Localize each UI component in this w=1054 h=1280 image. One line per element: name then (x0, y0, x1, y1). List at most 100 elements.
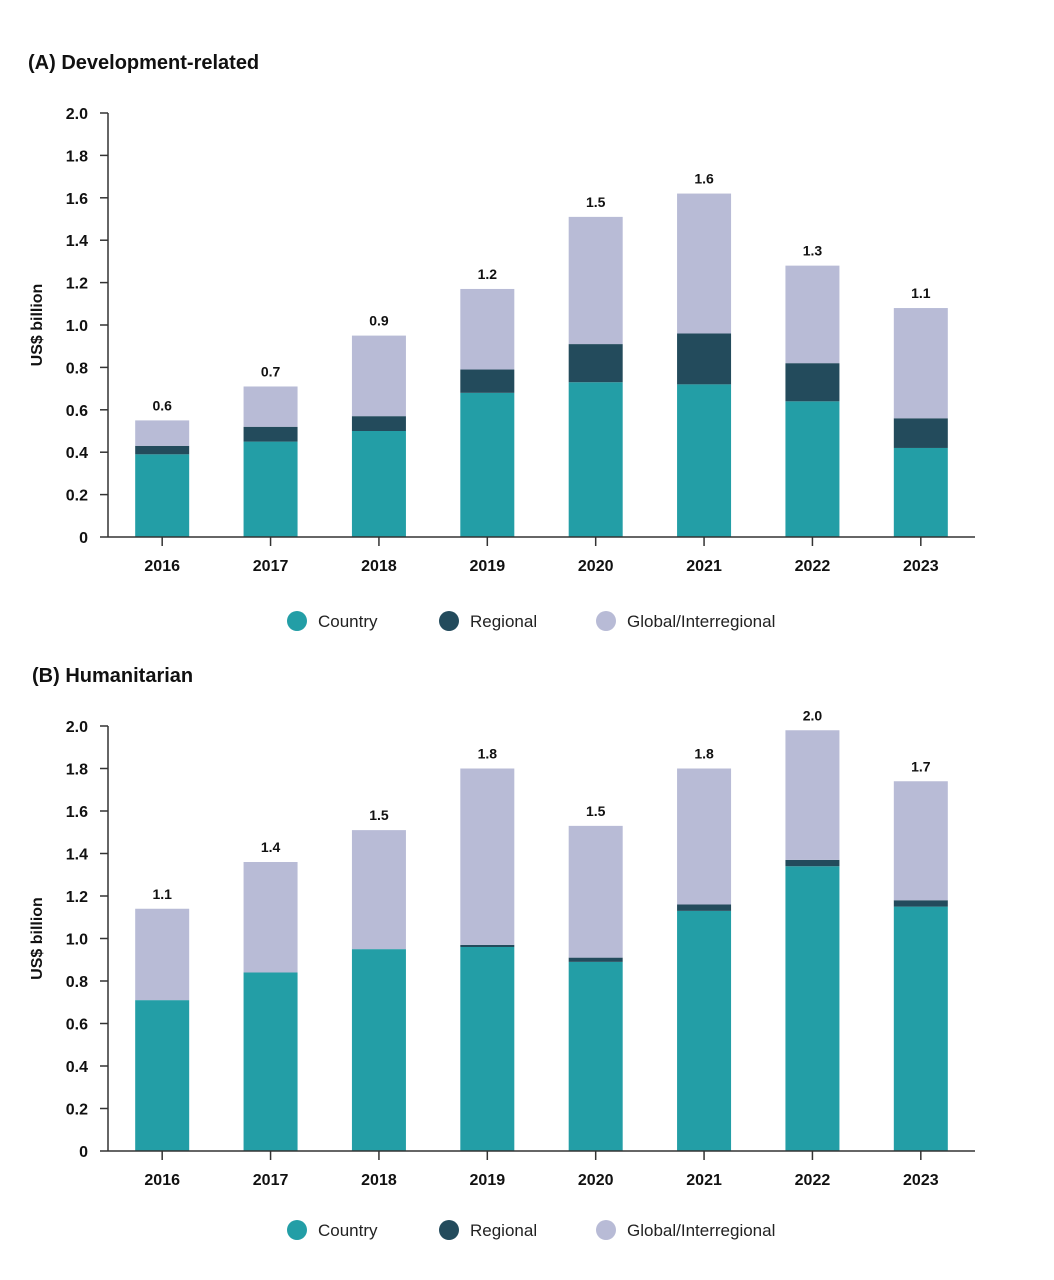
y-tick-label: 1.4 (66, 233, 88, 250)
bar-global-interregional-2022 (785, 265, 840, 364)
bar-regional-2023 (893, 418, 948, 448)
bar-regional-2022 (785, 363, 840, 402)
bar-global-interregional-2020 (568, 216, 623, 345)
x-tick-label: 2016 (144, 558, 180, 575)
bar-regional-2021 (677, 333, 732, 385)
bar-regional-2019 (460, 369, 515, 393)
bar-global-interregional-2016 (135, 420, 190, 446)
y-tick-label: 1.2 (66, 889, 88, 906)
bar-regional-2021 (677, 904, 732, 911)
y-tick-label: 1.6 (66, 804, 88, 821)
data-label-2018: 1.5 (369, 807, 389, 823)
data-label-2020: 1.5 (586, 194, 606, 210)
data-label-2017: 0.7 (261, 363, 281, 379)
x-tick-label: 2017 (253, 558, 289, 575)
data-label-2019: 1.2 (478, 266, 498, 282)
data-label-2023: 1.1 (911, 285, 931, 301)
bar-global-interregional-2016 (135, 908, 190, 1001)
bar-global-interregional-2023 (893, 308, 948, 419)
bar-global-interregional-2019 (460, 288, 515, 370)
x-tick-label: 2016 (144, 1172, 180, 1189)
y-tick-label: 1.8 (66, 148, 88, 165)
bar-regional-2017 (243, 426, 298, 442)
legend-swatch-country (287, 611, 307, 631)
y-tick-label: 1.2 (66, 276, 88, 293)
x-tick-label: 2018 (361, 1172, 397, 1189)
data-label-2016: 1.1 (152, 886, 172, 902)
bar-country-2021 (677, 384, 732, 537)
legend-label: Global/Interregional (627, 1221, 775, 1240)
x-tick-label: 2021 (686, 558, 722, 575)
data-label-2022: 2.0 (803, 707, 823, 723)
bar-regional-2018 (351, 416, 406, 431)
data-label-2016: 0.6 (152, 397, 172, 413)
y-tick-label: 0.6 (66, 1017, 88, 1034)
legend-swatch-global-interregional (596, 611, 616, 631)
bar-global-interregional-2018 (351, 335, 406, 417)
legend-label: Regional (470, 1221, 537, 1240)
y-tick-label: 0.2 (66, 488, 88, 505)
legend-label: Country (318, 612, 378, 631)
bar-global-interregional-2021 (677, 193, 732, 334)
y-tick-label: 1.0 (66, 932, 88, 949)
legend-swatch-global-interregional (596, 1220, 616, 1240)
bar-regional-2023 (893, 900, 948, 907)
bar-global-interregional-2022 (785, 730, 840, 860)
bar-country-2017 (243, 972, 298, 1151)
y-tick-label: 0.6 (66, 403, 88, 420)
bar-regional-2020 (568, 344, 623, 383)
bar-global-interregional-2019 (460, 768, 515, 945)
bar-regional-2020 (568, 957, 623, 962)
chart-title: (A) Development-related (28, 52, 259, 74)
bar-country-2022 (785, 866, 840, 1151)
data-label-2021: 1.6 (694, 171, 714, 187)
bar-country-2017 (243, 441, 298, 537)
bar-regional-2022 (785, 859, 840, 867)
bar-country-2020 (568, 961, 623, 1151)
bar-country-2016 (135, 454, 190, 537)
y-tick-label: 0 (79, 1144, 88, 1161)
x-tick-label: 2020 (578, 1172, 614, 1189)
x-tick-label: 2020 (578, 558, 614, 575)
y-tick-label: 1.4 (66, 847, 88, 864)
legend-label: Regional (470, 612, 537, 631)
y-tick-label: 0.8 (66, 974, 88, 991)
bar-country-2023 (893, 906, 948, 1151)
legend-swatch-regional (439, 1220, 459, 1240)
y-tick-label: 1.6 (66, 191, 88, 208)
data-label-2022: 1.3 (803, 243, 823, 259)
bar-country-2018 (351, 431, 406, 537)
y-tick-label: 2.0 (66, 106, 88, 123)
bar-country-2020 (568, 382, 623, 537)
x-tick-label: 2019 (470, 1172, 506, 1189)
legend-label: Global/Interregional (627, 612, 775, 631)
y-tick-label: 0.8 (66, 360, 88, 377)
bar-global-interregional-2021 (677, 768, 732, 905)
x-tick-label: 2023 (903, 558, 939, 575)
y-tick-label: 1.8 (66, 762, 88, 779)
bar-country-2019 (460, 947, 515, 1151)
chart-title: (B) Humanitarian (32, 665, 193, 687)
x-tick-label: 2023 (903, 1172, 939, 1189)
bar-global-interregional-2017 (243, 386, 298, 427)
bar-country-2023 (893, 447, 948, 537)
data-label-2018: 0.9 (369, 313, 389, 329)
bar-country-2022 (785, 401, 840, 537)
y-tick-label: 0.4 (66, 445, 88, 462)
bar-global-interregional-2018 (351, 830, 406, 950)
bar-country-2016 (135, 1000, 190, 1151)
data-label-2017: 1.4 (261, 839, 281, 855)
y-axis-label: US$ billion (29, 897, 46, 980)
data-label-2020: 1.5 (586, 803, 606, 819)
bar-regional-2019 (460, 944, 515, 947)
x-tick-label: 2021 (686, 1172, 722, 1189)
y-tick-label: 0.2 (66, 1102, 88, 1119)
bar-global-interregional-2020 (568, 825, 623, 958)
x-tick-label: 2022 (795, 558, 831, 575)
x-tick-label: 2017 (253, 1172, 289, 1189)
bar-country-2021 (677, 910, 732, 1151)
legend-swatch-country (287, 1220, 307, 1240)
bar-country-2019 (460, 392, 515, 537)
